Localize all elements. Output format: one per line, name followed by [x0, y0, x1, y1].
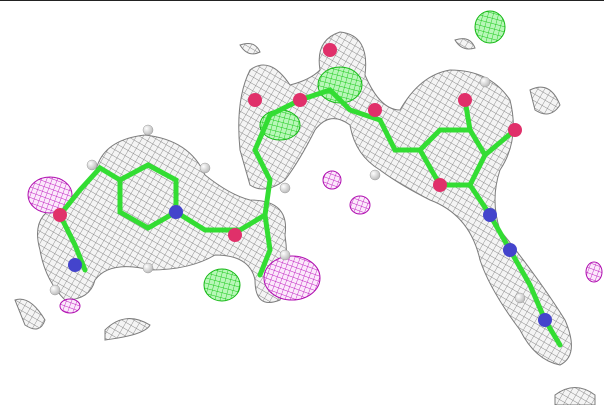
positive-blob	[203, 268, 241, 302]
negative-blob	[349, 195, 371, 215]
negative-blob	[263, 255, 321, 301]
hydrogen-atom	[279, 249, 291, 261]
density-fragment	[239, 43, 261, 55]
hydrogen-atom	[49, 284, 61, 296]
density-lobe	[238, 31, 572, 366]
nitrogen-atom	[68, 258, 82, 272]
nitrogen-atom	[483, 208, 497, 222]
density-fragment	[529, 86, 561, 115]
bond	[173, 209, 273, 278]
hydrogen-atom	[86, 159, 98, 171]
hydrogen-atom	[279, 182, 291, 194]
density-fragment	[454, 38, 476, 50]
oxygen-atom	[53, 208, 67, 222]
oxygen-atom	[293, 93, 307, 107]
oxygen-atom	[368, 103, 382, 117]
hydrogen-atom	[199, 162, 211, 174]
hydrogen-atom	[369, 169, 381, 181]
oxygen-atom	[323, 43, 337, 57]
oxygen-atom	[433, 178, 447, 192]
bond	[252, 87, 423, 218]
hydrogens	[49, 76, 526, 304]
positive-blob	[474, 10, 506, 44]
hydrogen-atom	[514, 292, 526, 304]
bond	[57, 164, 123, 273]
nitrogen-atom	[503, 243, 517, 257]
gray-density	[14, 31, 596, 405]
nitrogen-atom	[169, 205, 183, 219]
density-fragment	[104, 318, 151, 341]
oxygen-atom	[248, 93, 262, 107]
negative-density	[27, 170, 603, 314]
negative-blob	[322, 170, 342, 190]
negative-blob	[59, 298, 81, 314]
negative-blob	[585, 261, 603, 283]
atoms	[53, 43, 552, 327]
hydrogen-atom	[142, 124, 154, 136]
oxygen-atom	[458, 93, 472, 107]
density-fragment	[554, 387, 596, 405]
oxygen-atom	[508, 123, 522, 137]
nitrogen-atom	[538, 313, 552, 327]
density-fragment	[14, 298, 46, 330]
hydrogen-atom	[142, 262, 154, 274]
oxygen-atom	[228, 228, 242, 242]
hydrogen-atom	[479, 76, 491, 88]
negative-blob	[27, 176, 73, 214]
